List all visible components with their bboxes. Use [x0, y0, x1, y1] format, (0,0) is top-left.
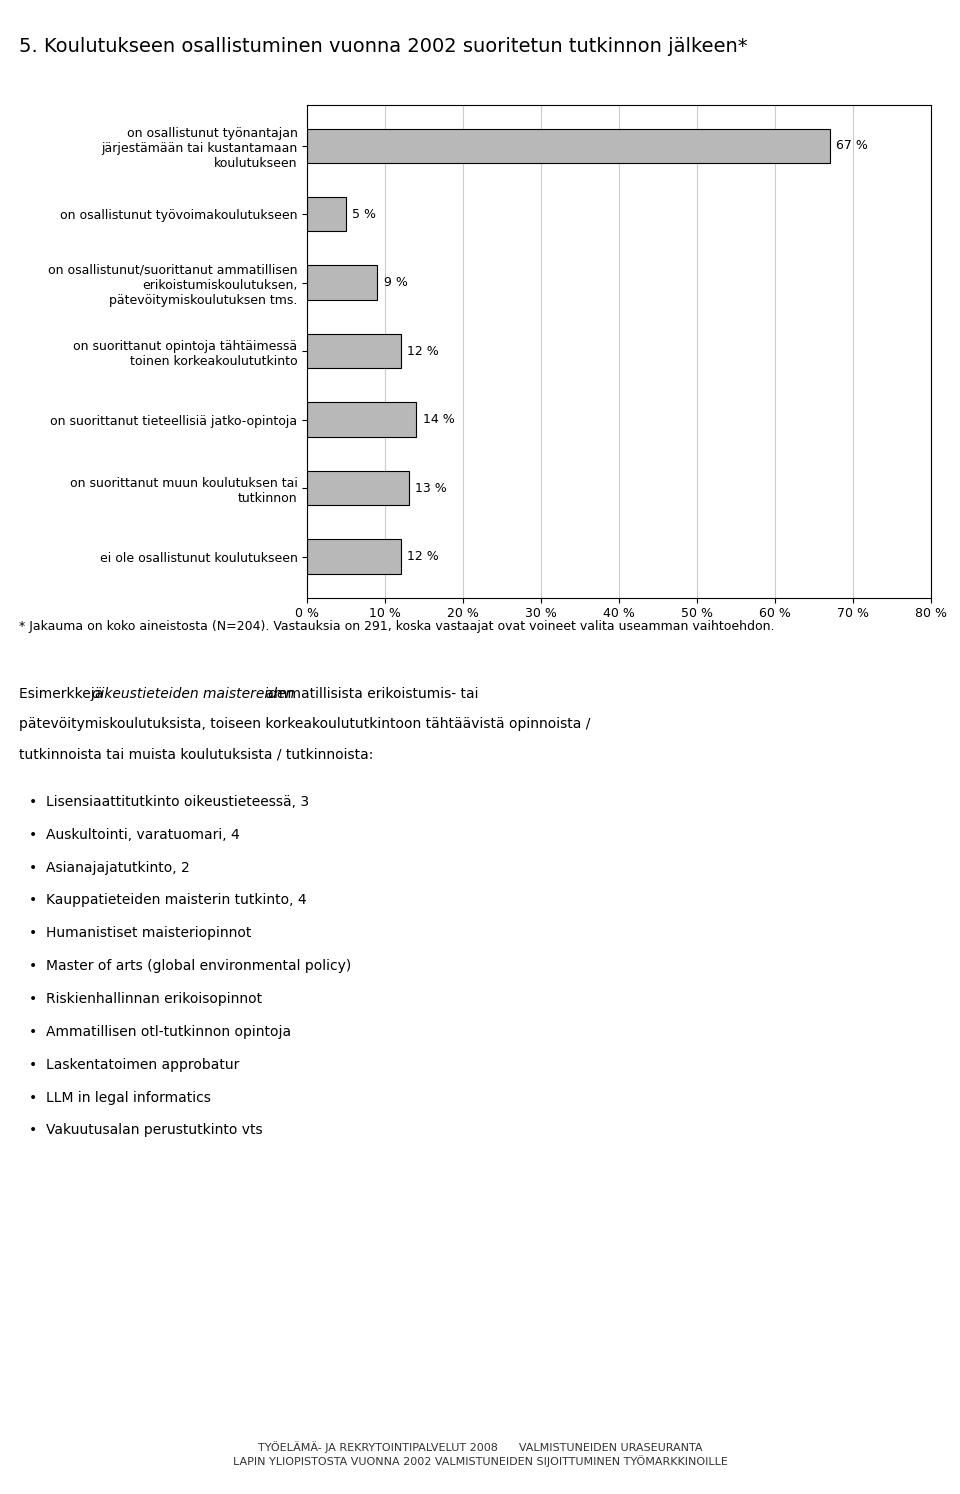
- Bar: [307, 402, 417, 436]
- Bar: [307, 539, 401, 574]
- Text: Ammatillisen otl-tutkinnon opintoja: Ammatillisen otl-tutkinnon opintoja: [46, 1025, 291, 1038]
- Text: •: •: [29, 828, 37, 841]
- Bar: [307, 335, 401, 368]
- Text: Master of arts (global environmental policy): Master of arts (global environmental pol…: [46, 959, 351, 973]
- Text: 12 %: 12 %: [407, 550, 439, 563]
- Text: Vakuutusalan perustutkinto vts: Vakuutusalan perustutkinto vts: [46, 1123, 263, 1137]
- Text: •: •: [29, 926, 37, 940]
- Bar: [307, 266, 377, 300]
- Text: Kauppatieteiden maisterin tutkinto, 4: Kauppatieteiden maisterin tutkinto, 4: [46, 893, 306, 907]
- Text: 12 %: 12 %: [407, 345, 439, 357]
- Text: •: •: [29, 1091, 37, 1104]
- Text: ammatillisista erikoistumis- tai: ammatillisista erikoistumis- tai: [261, 687, 479, 701]
- Text: Laskentatoimen approbatur: Laskentatoimen approbatur: [46, 1058, 239, 1071]
- Text: Riskienhallinnan erikoisopinnot: Riskienhallinnan erikoisopinnot: [46, 992, 262, 1005]
- Bar: [307, 128, 829, 163]
- Text: •: •: [29, 795, 37, 808]
- Text: •: •: [29, 1025, 37, 1038]
- Text: * Jakauma on koko aineistosta (N=204). Vastauksia on 291, koska vastaajat ovat v: * Jakauma on koko aineistosta (N=204). V…: [19, 620, 775, 633]
- Bar: [307, 471, 409, 505]
- Text: •: •: [29, 1123, 37, 1137]
- Text: pätevöitymiskoulutuksista, toiseen korkeakoulututkintoon tähtäävistä opinnoista : pätevöitymiskoulutuksista, toiseen korke…: [19, 717, 590, 731]
- Text: Humanistiset maisteriopinnot: Humanistiset maisteriopinnot: [46, 926, 252, 940]
- Text: 5. Koulutukseen osallistuminen vuonna 2002 suoritetun tutkinnon jälkeen*: 5. Koulutukseen osallistuminen vuonna 20…: [19, 37, 748, 57]
- Text: •: •: [29, 959, 37, 973]
- Text: Lisensiaattitutkinto oikeustieteessä, 3: Lisensiaattitutkinto oikeustieteessä, 3: [46, 795, 309, 808]
- Text: •: •: [29, 893, 37, 907]
- Text: •: •: [29, 1058, 37, 1071]
- Text: 67 %: 67 %: [836, 139, 868, 152]
- Text: TYÖELÄMÄ- JA REKRYTOINTIPALVELUT 2008      VALMISTUNEIDEN URASEURANTA
LAPIN YLIO: TYÖELÄMÄ- JA REKRYTOINTIPALVELUT 2008 VA…: [232, 1442, 728, 1467]
- Text: 13 %: 13 %: [415, 481, 446, 495]
- Text: Esimerkkejä: Esimerkkejä: [19, 687, 108, 701]
- Text: 5 %: 5 %: [352, 208, 376, 221]
- Text: Auskultointi, varatuomari, 4: Auskultointi, varatuomari, 4: [46, 828, 240, 841]
- Text: tutkinnoista tai muista koulutuksista / tutkinnoista:: tutkinnoista tai muista koulutuksista / …: [19, 747, 373, 760]
- Text: LLM in legal informatics: LLM in legal informatics: [46, 1091, 211, 1104]
- Text: oikeustieteiden maistereiden: oikeustieteiden maistereiden: [92, 687, 294, 701]
- Text: 14 %: 14 %: [422, 412, 454, 426]
- Text: Asianajajatutkinto, 2: Asianajajatutkinto, 2: [46, 861, 190, 874]
- Text: •: •: [29, 861, 37, 874]
- Bar: [307, 197, 347, 232]
- Text: •: •: [29, 992, 37, 1005]
- Text: 9 %: 9 %: [384, 276, 407, 290]
